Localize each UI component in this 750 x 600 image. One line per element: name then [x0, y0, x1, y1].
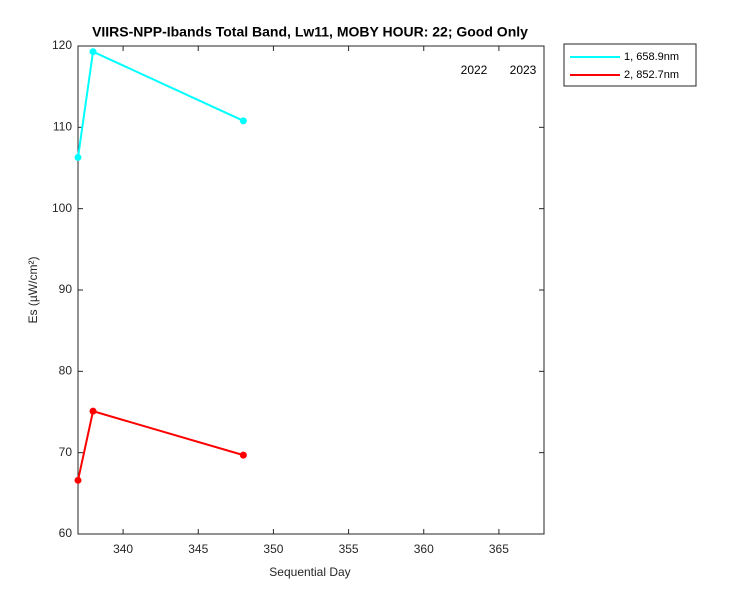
x-tick-label: 345: [188, 542, 208, 556]
y-tick-label: 80: [59, 364, 73, 378]
chart-title: VIIRS-NPP-Ibands Total Band, Lw11, MOBY …: [92, 24, 528, 40]
x-axis-label: Sequential Day: [269, 565, 350, 579]
annotation: 2022: [461, 63, 488, 77]
y-tick-label: 120: [52, 38, 72, 52]
y-axis-label: Es (µW/cm²): [26, 257, 40, 324]
data-point: [89, 407, 97, 415]
y-tick-label: 90: [59, 282, 73, 296]
x-tick-label: 350: [263, 542, 283, 556]
x-tick-label: 360: [414, 542, 434, 556]
x-tick-label: 365: [489, 542, 509, 556]
data-point: [239, 117, 247, 125]
x-tick-label: 340: [113, 542, 133, 556]
y-tick-label: 60: [59, 526, 73, 540]
legend-label: 1, 658.9nm: [624, 51, 679, 63]
data-point: [74, 476, 82, 484]
legend-box: [563, 43, 697, 87]
y-tick-label: 70: [59, 445, 73, 459]
annotation: 2023: [510, 63, 537, 77]
data-point: [74, 153, 82, 161]
data-point: [89, 48, 97, 56]
x-tick-label: 355: [339, 542, 359, 556]
data-point: [239, 451, 247, 459]
y-tick-label: 100: [52, 201, 72, 215]
y-tick-label: 110: [53, 120, 72, 134]
legend-label: 2, 852.7nm: [624, 69, 679, 81]
